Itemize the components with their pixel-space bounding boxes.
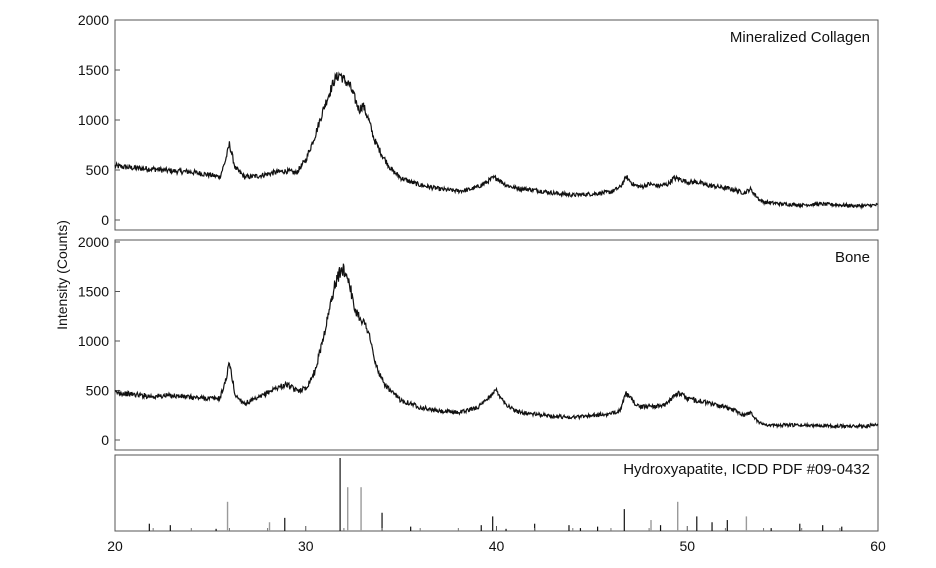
panel-reference: 20 30 40 50 60 Hydroxyapatite, ICDD PDF #09-…	[107, 454, 886, 554]
panel-3-title: Hydroxyapatite, ICDD PDF #09-0432	[623, 461, 870, 478]
y-axis-title: Intensity (Counts)	[54, 220, 70, 330]
panel-1-frame	[114, 19, 879, 231]
y-tick-label: 1000	[78, 333, 109, 349]
reference-peaks	[148, 458, 843, 531]
panel-2-frame	[114, 239, 879, 451]
y-tick-label: 0	[101, 212, 109, 228]
x-tick-label: 20	[107, 538, 123, 554]
x-tick-label: 30	[298, 538, 314, 554]
panel-mineralized-collagen: 0 500 1000 1500 2000 Mineralized Collagen	[78, 12, 879, 231]
y-tick-label: 500	[86, 383, 110, 399]
panel-bone: 0 500 1000 1500 2000 Bone	[78, 234, 879, 451]
y-tick-label: 1000	[78, 112, 109, 128]
panel-1-y-ticks: 0 500 1000 1500 2000	[78, 12, 120, 228]
panel-2-y-ticks: 0 500 1000 1500 2000	[78, 234, 120, 448]
y-tick-label: 2000	[78, 234, 109, 250]
x-tick-label: 50	[679, 538, 695, 554]
y-tick-label: 1500	[78, 284, 109, 300]
panel-1-title: Mineralized Collagen	[730, 29, 870, 46]
panel-1-trace	[114, 71, 878, 210]
y-tick-label: 2000	[78, 12, 109, 28]
x-tick-label: 40	[489, 538, 505, 554]
panel-3-frame	[114, 454, 879, 532]
x-tick-label: 60	[870, 538, 886, 554]
y-tick-label: 1500	[78, 62, 109, 78]
x-axis-ticks: 20 30 40 50 60	[107, 526, 886, 554]
y-tick-label: 500	[86, 162, 110, 178]
panel-2-trace	[114, 263, 879, 430]
panel-2-title: Bone	[835, 249, 870, 266]
y-tick-label: 0	[101, 432, 109, 448]
